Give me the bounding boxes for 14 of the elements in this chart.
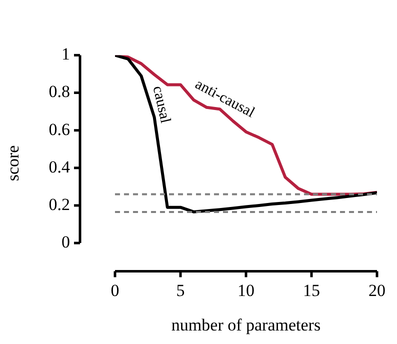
- y-tick-label: 0.2: [48, 194, 70, 214]
- y-tick-label: 0.8: [48, 82, 70, 102]
- x-tick-label: 20: [368, 280, 386, 300]
- x-axis-title: number of parameters: [171, 315, 321, 334]
- y-tick-label: 0: [62, 232, 70, 252]
- x-tick-label: 5: [176, 280, 185, 300]
- text: causal: [149, 84, 174, 125]
- x-tick-label: 15: [303, 280, 320, 300]
- y-axis-title: score: [4, 145, 23, 182]
- x-tick-label: 0: [110, 280, 120, 300]
- y-tick-label: 0.6: [48, 120, 70, 139]
- x-tick-label: 10: [238, 280, 254, 300]
- y-tick-label: 1: [62, 44, 70, 64]
- y-tick-label: 0.4: [48, 157, 70, 176]
